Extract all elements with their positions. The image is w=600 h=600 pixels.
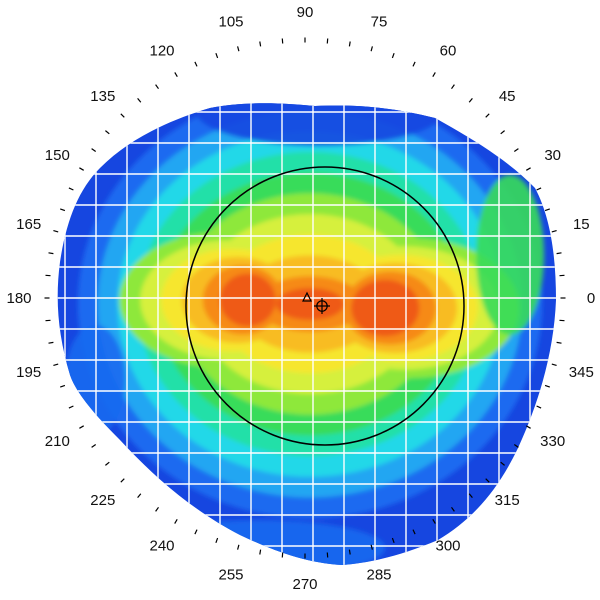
angle-tick xyxy=(485,478,490,483)
angle-tick xyxy=(536,405,542,409)
angle-label-330: 330 xyxy=(540,433,565,450)
angle-label-180: 180 xyxy=(6,290,31,307)
angle-tick xyxy=(215,52,219,59)
angle-tick xyxy=(551,230,557,233)
angle-tick xyxy=(237,544,240,550)
angle-tick xyxy=(91,444,97,448)
angle-tick xyxy=(137,493,142,498)
angle-label-0: 0 xyxy=(587,290,595,307)
angle-tick xyxy=(525,167,531,171)
angle-tick xyxy=(370,46,373,52)
angle-tick xyxy=(68,187,74,191)
angle-label-255: 255 xyxy=(218,566,243,583)
color-map xyxy=(57,103,556,565)
angle-label-240: 240 xyxy=(149,538,174,555)
angle-tick xyxy=(120,113,125,118)
angle-tick xyxy=(259,41,262,47)
triangle-marker xyxy=(302,291,312,302)
angle-tick xyxy=(412,61,416,67)
angle-tick xyxy=(556,252,562,255)
angle-tick xyxy=(120,478,125,483)
angle-tick xyxy=(79,425,85,429)
angle-label-60: 60 xyxy=(440,42,457,59)
angle-tick xyxy=(155,506,159,512)
angle-tick xyxy=(451,506,455,512)
angle-tick xyxy=(412,529,416,535)
angle-label-15: 15 xyxy=(573,216,590,233)
angle-tick xyxy=(53,230,59,233)
color-band-11 xyxy=(276,288,344,320)
angle-ticks xyxy=(44,37,566,559)
angle-label-345: 345 xyxy=(569,364,594,381)
angle-tick xyxy=(259,549,262,555)
angle-tick xyxy=(370,544,373,550)
right-green-patch xyxy=(476,175,544,335)
angle-tick xyxy=(237,46,240,52)
angle-tick xyxy=(525,425,531,429)
angle-tick xyxy=(500,461,505,466)
angle-tick xyxy=(468,98,473,103)
angle-label-105: 105 xyxy=(218,14,243,31)
angle-tick xyxy=(391,52,395,59)
angle-tick xyxy=(68,405,74,409)
angle-tick xyxy=(513,148,519,152)
angle-tick xyxy=(513,444,519,448)
angle-label-225: 225 xyxy=(90,492,115,509)
angle-tick xyxy=(59,384,66,388)
angle-tick xyxy=(194,61,198,67)
angle-tick xyxy=(536,187,542,191)
angle-tick xyxy=(556,341,562,344)
angle-label-195: 195 xyxy=(16,364,41,381)
angle-tick xyxy=(48,252,54,255)
angle-tick xyxy=(544,384,551,388)
top-blue-patch xyxy=(195,103,445,146)
angle-tick xyxy=(194,529,198,535)
angle-tick xyxy=(485,113,490,118)
angle-tick xyxy=(215,537,219,544)
angle-label-135: 135 xyxy=(90,88,115,105)
angle-label-90: 90 xyxy=(297,4,314,21)
angle-labels: 0 15 30 45 60 75 90 105 120 135 150 165 180 195 210 225… xyxy=(6,4,595,593)
right-lobe-band-11 xyxy=(351,279,420,337)
angle-tick xyxy=(137,98,142,103)
angle-label-270: 270 xyxy=(292,576,317,593)
angle-label-300: 300 xyxy=(435,538,460,555)
angle-label-165: 165 xyxy=(16,216,41,233)
angle-tick xyxy=(91,148,97,152)
left-lobe-band-11 xyxy=(219,273,276,327)
angle-label-285: 285 xyxy=(366,566,391,583)
angle-label-30: 30 xyxy=(544,147,561,164)
angle-label-315: 315 xyxy=(495,492,520,509)
angle-tick xyxy=(155,84,159,90)
pupil-circle xyxy=(185,166,465,446)
angle-label-150: 150 xyxy=(45,147,70,164)
angle-tick xyxy=(432,518,436,524)
angle-label-45: 45 xyxy=(499,88,516,105)
angle-label-120: 120 xyxy=(149,42,174,59)
angle-tick xyxy=(48,341,54,344)
angle-label-75: 75 xyxy=(371,14,388,31)
angle-tick xyxy=(105,461,110,466)
angle-tick xyxy=(348,549,351,555)
angle-tick xyxy=(451,84,455,90)
crosshair-marker xyxy=(314,298,330,314)
angle-tick xyxy=(59,208,66,212)
angle-tick xyxy=(391,537,395,544)
angle-tick xyxy=(551,363,557,366)
angle-tick xyxy=(174,72,178,78)
angle-tick xyxy=(348,41,351,47)
angle-tick xyxy=(105,130,110,135)
angle-tick xyxy=(79,167,85,171)
angle-tick xyxy=(53,363,59,366)
angle-tick xyxy=(174,518,178,524)
angle-tick xyxy=(544,208,551,212)
angle-tick xyxy=(500,130,505,135)
angle-label-210: 210 xyxy=(45,433,70,450)
angle-tick xyxy=(432,72,436,78)
angle-tick xyxy=(468,493,473,498)
